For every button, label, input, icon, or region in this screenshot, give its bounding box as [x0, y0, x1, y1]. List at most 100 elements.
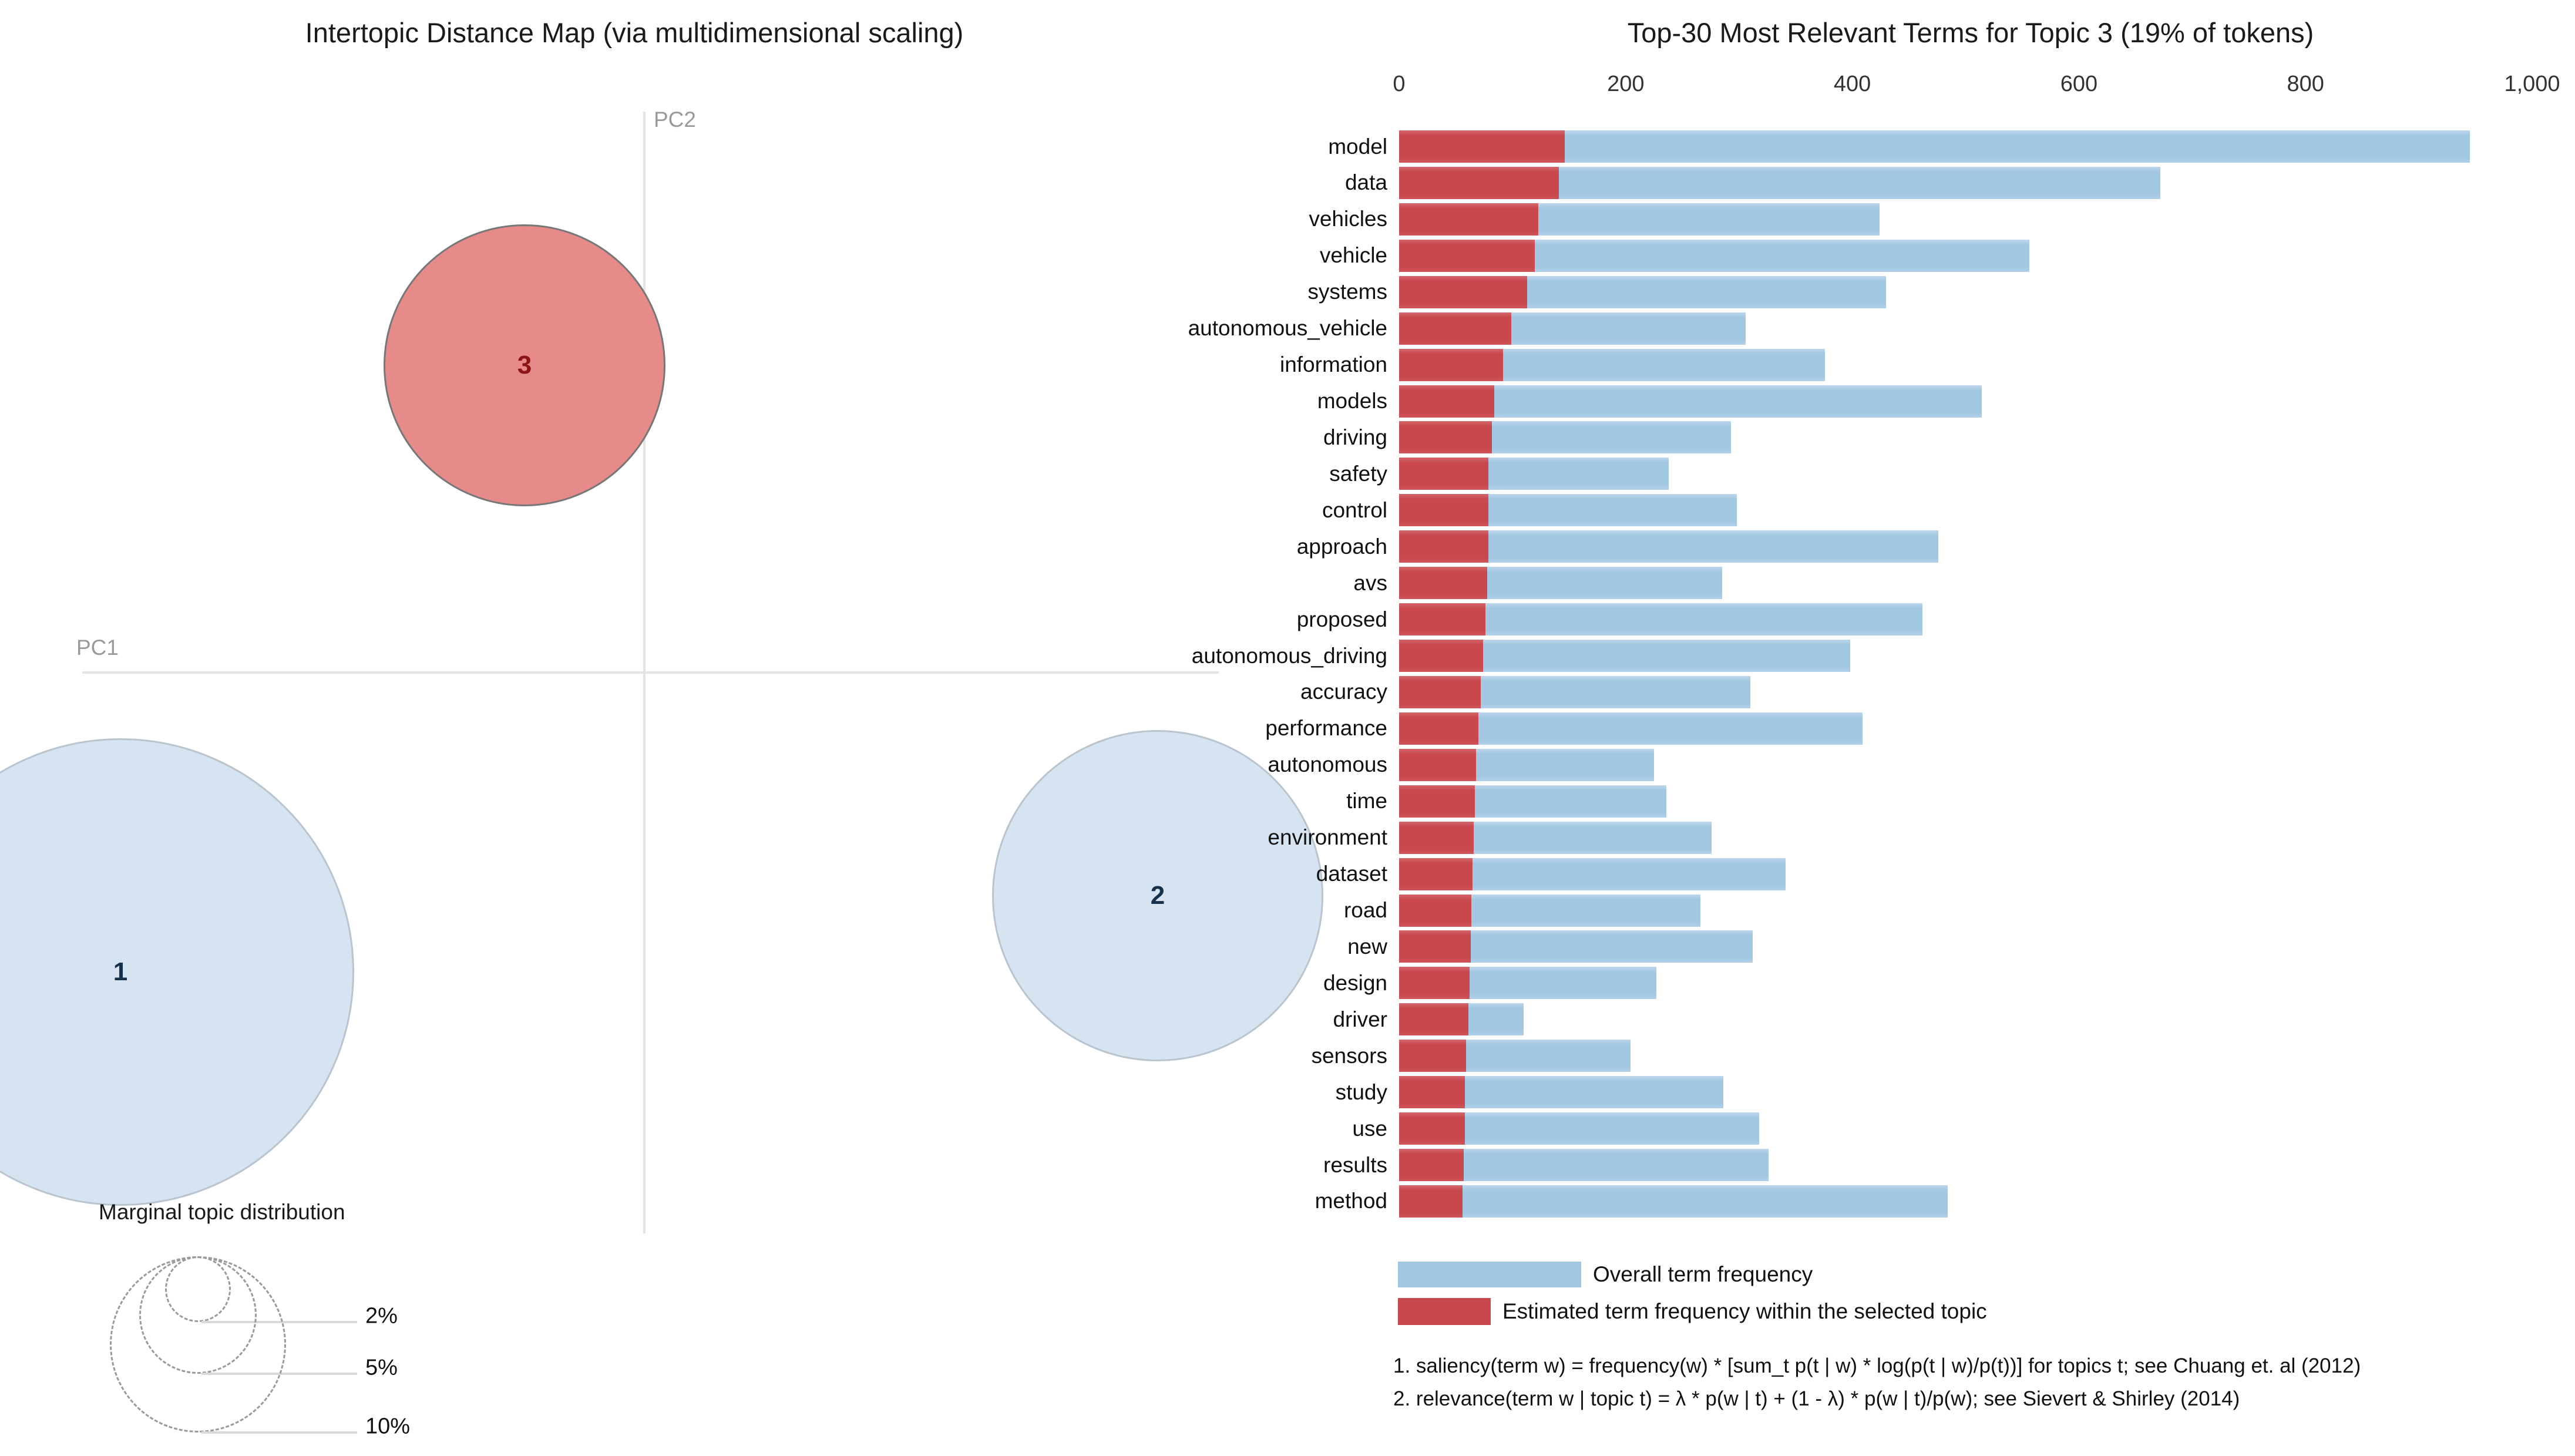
term-label[interactable]: results: [1323, 1152, 1387, 1177]
term-label[interactable]: safety: [1329, 461, 1387, 486]
term-label[interactable]: vehicle: [1319, 243, 1387, 268]
topic-frequency-bar: [1399, 821, 1474, 854]
term-bar-row[interactable]: [1399, 567, 1722, 600]
term-bar-row[interactable]: [1399, 1149, 1769, 1182]
legend-label: Overall term frequency: [1593, 1262, 1813, 1286]
intertopic-map-title: Intertopic Distance Map (via multidimens…: [305, 17, 964, 48]
term-bar-row[interactable]: [1399, 203, 1880, 236]
term-label[interactable]: road: [1343, 898, 1387, 923]
term-bar-row[interactable]: [1399, 494, 1737, 527]
topic-frequency-bar: [1399, 348, 1504, 381]
term-label[interactable]: environment: [1268, 825, 1387, 850]
size-legend-circle-10%: [110, 1256, 286, 1433]
term-label[interactable]: models: [1317, 389, 1387, 413]
topic-circle-2[interactable]: 2: [992, 730, 1323, 1061]
term-bar-row[interactable]: [1399, 1112, 1760, 1145]
term-label[interactable]: method: [1315, 1189, 1387, 1213]
pc1-axis-label: PC1: [76, 635, 119, 660]
term-bar-row[interactable]: [1399, 748, 1655, 781]
term-bar-row[interactable]: [1399, 348, 1826, 381]
topic-frequency-bar: [1399, 1076, 1465, 1109]
term-bar-row[interactable]: [1399, 385, 1982, 418]
term-label[interactable]: use: [1352, 1116, 1387, 1141]
term-label[interactable]: accuracy: [1300, 680, 1387, 704]
term-label[interactable]: time: [1346, 789, 1387, 813]
term-bar-row[interactable]: [1399, 239, 2029, 272]
term-bar-row[interactable]: [1399, 675, 1750, 708]
topic-frequency-bar: [1399, 1149, 1464, 1182]
top-terms-title: Top-30 Most Relevant Terms for Topic 3 (…: [1627, 17, 2314, 48]
overall-frequency-bar: [1399, 603, 1923, 636]
term-label[interactable]: dataset: [1316, 862, 1387, 886]
term-bar-row[interactable]: [1399, 967, 1656, 1000]
topic-circle-label: 3: [517, 351, 532, 379]
topic-circle-label: 2: [1150, 881, 1165, 910]
topic-frequency-bar: [1399, 494, 1489, 527]
term-bar-row[interactable]: [1399, 421, 1732, 454]
term-label[interactable]: proposed: [1296, 607, 1387, 631]
x-axis-tick-200: 200: [1607, 72, 1645, 96]
topic-frequency-bar: [1399, 530, 1489, 563]
term-label[interactable]: study: [1335, 1080, 1387, 1104]
term-label[interactable]: autonomous_vehicle: [1188, 316, 1387, 341]
term-label[interactable]: approach: [1296, 534, 1387, 559]
term-bar-row[interactable]: [1399, 458, 1669, 490]
term-bar-row[interactable]: [1399, 312, 1746, 345]
term-label[interactable]: autonomous: [1268, 752, 1387, 777]
topic-circle-1[interactable]: 1: [0, 738, 354, 1206]
x-axis-tick-0: 0: [1393, 72, 1406, 96]
topic-frequency-bar: [1399, 458, 1489, 490]
legend-label: Estimated term frequency within the sele…: [1502, 1299, 1987, 1323]
term-bar-row[interactable]: [1399, 785, 1667, 818]
topic-frequency-bar: [1399, 712, 1479, 745]
term-bar-row[interactable]: [1399, 1040, 1631, 1072]
topic-frequency-bar: [1399, 239, 1535, 272]
topic-frequency-bar: [1399, 1185, 1463, 1218]
term-bar-row[interactable]: [1399, 1076, 1723, 1109]
term-label[interactable]: information: [1279, 352, 1387, 377]
term-label[interactable]: performance: [1265, 716, 1387, 741]
term-bar-row[interactable]: [1399, 166, 2161, 199]
term-label[interactable]: driver: [1333, 1007, 1387, 1031]
topic-frequency-bar: [1399, 312, 1511, 345]
size-legend-leader-line: [201, 1431, 357, 1434]
term-bar-row[interactable]: [1399, 1185, 1948, 1218]
topic-frequency-bar: [1399, 421, 1492, 454]
term-bar-row[interactable]: [1399, 712, 1863, 745]
topic-circle-3[interactable]: 3: [384, 224, 665, 506]
term-bar-row[interactable]: [1399, 640, 1850, 672]
topic-frequency-bar: [1399, 275, 1527, 308]
topic-frequency-bar: [1399, 130, 1565, 163]
term-label[interactable]: systems: [1307, 280, 1387, 304]
term-label[interactable]: design: [1323, 970, 1387, 995]
term-bar-row[interactable]: [1399, 858, 1786, 890]
term-bar-row[interactable]: [1399, 821, 1712, 854]
overall-frequency-swatch: [1398, 1262, 1581, 1287]
term-bar-row[interactable]: [1399, 603, 1923, 636]
topic-frequency-bar: [1399, 603, 1485, 636]
term-bar-row[interactable]: [1399, 1003, 1524, 1036]
term-label[interactable]: avs: [1353, 570, 1387, 595]
term-label[interactable]: control: [1322, 497, 1387, 522]
term-bar-row[interactable]: [1399, 130, 2470, 163]
term-label[interactable]: model: [1328, 134, 1387, 159]
term-label[interactable]: vehicles: [1309, 207, 1387, 231]
term-label[interactable]: new: [1347, 934, 1387, 959]
term-bar-row[interactable]: [1399, 530, 1939, 563]
topic-frequency-bar: [1399, 894, 1472, 927]
term-label[interactable]: sensors: [1311, 1043, 1387, 1068]
overall-frequency-bar: [1399, 130, 2470, 163]
term-bar-row[interactable]: [1399, 930, 1753, 963]
topic-frequency-bar: [1399, 203, 1539, 236]
overall-frequency-bar: [1399, 1185, 1948, 1218]
topic-frequency-bar: [1399, 567, 1488, 600]
term-bar-row[interactable]: [1399, 894, 1701, 927]
topic-frequency-bar: [1399, 785, 1475, 818]
x-axis-tick-1000: 1,000: [2504, 72, 2560, 96]
term-bar-row[interactable]: [1399, 275, 1887, 308]
term-label[interactable]: autonomous_driving: [1191, 643, 1387, 668]
term-label[interactable]: driving: [1323, 425, 1387, 449]
term-label[interactable]: data: [1344, 170, 1387, 195]
topic-frequency-bar: [1399, 385, 1495, 418]
topic-frequency-bar: [1399, 930, 1471, 963]
